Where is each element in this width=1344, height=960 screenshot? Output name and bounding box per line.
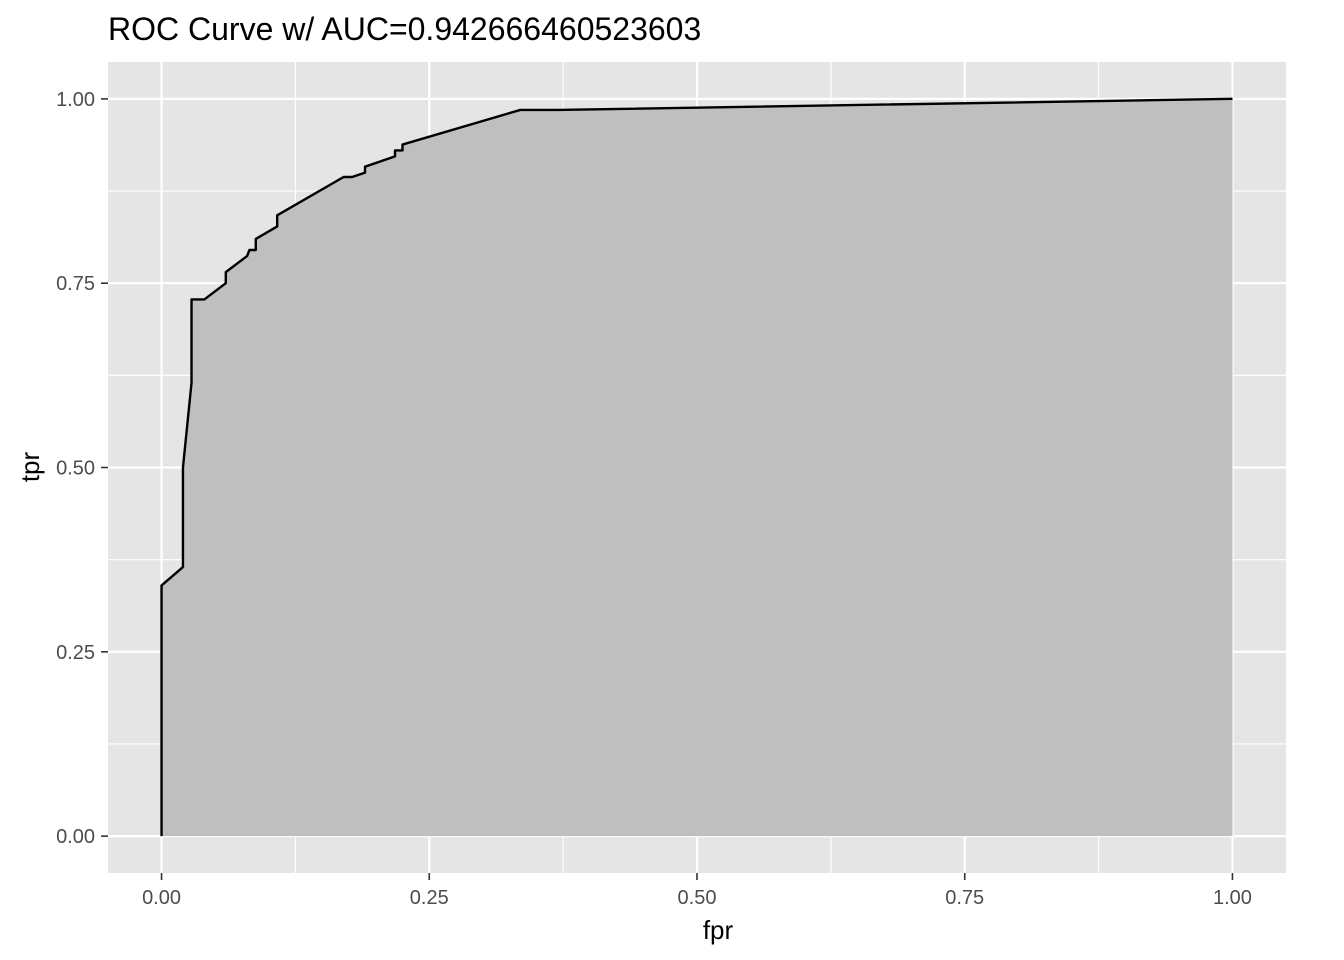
- y-axis: 0.00 0.25 0.50 0.75 1.00: [56, 89, 108, 848]
- x-tick-label: 0.00: [142, 887, 181, 909]
- y-tick-label: 0.00: [56, 826, 95, 848]
- x-tick-label: 1.00: [1213, 887, 1252, 909]
- y-axis-title: tpr: [15, 451, 45, 482]
- x-tick-label: 0.75: [945, 887, 984, 909]
- x-axis: 0.00 0.25 0.50 0.75 1.00: [142, 873, 1252, 909]
- y-tick-label: 0.50: [56, 458, 95, 480]
- y-tick-label: 0.25: [56, 642, 95, 664]
- chart-title: ROC Curve w/ AUC=0.942666460523603: [108, 11, 701, 47]
- x-tick-label: 0.50: [678, 887, 717, 909]
- y-tick-label: 1.00: [56, 89, 95, 111]
- roc-curve-line: [160, 97, 1233, 837]
- y-tick-label: 0.75: [56, 273, 95, 295]
- x-axis-title: fpr: [703, 915, 734, 945]
- roc-area: [161, 98, 1233, 837]
- x-tick-label: 0.25: [410, 887, 449, 909]
